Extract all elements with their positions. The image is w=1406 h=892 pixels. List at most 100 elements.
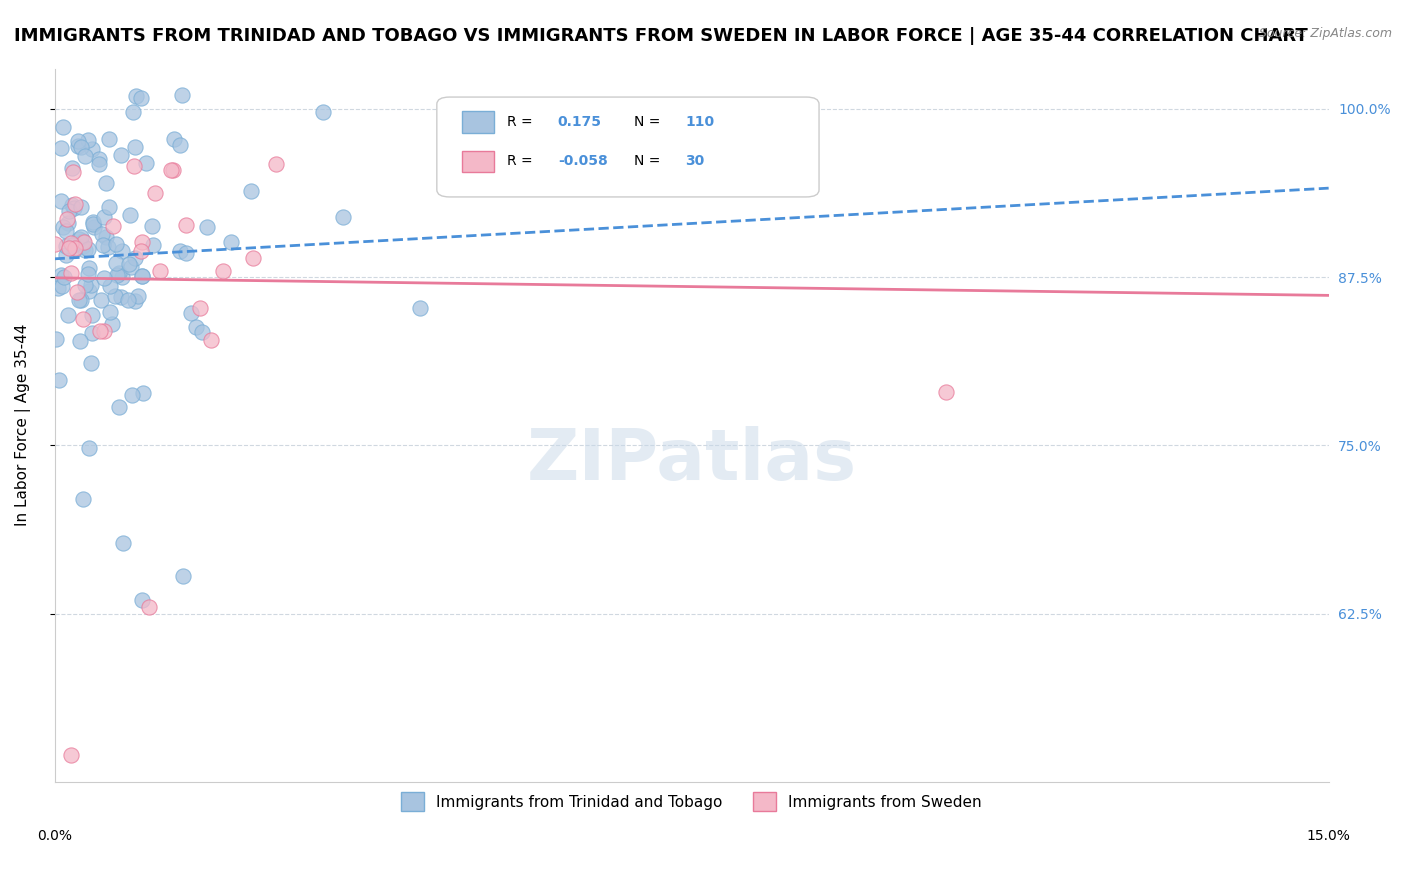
Immigrants from Trinidad and Tobago [77, 242, 100, 256]
Immigrants from Sweden [124, 160, 146, 174]
Immigrants from Trinidad and Tobago [72, 491, 94, 506]
Immigrants from Trinidad and Tobago [60, 197, 83, 211]
Immigrants from Trinidad and Tobago [127, 289, 149, 303]
Immigrants from Trinidad and Tobago [408, 301, 430, 316]
Immigrants from Trinidad and Tobago [105, 268, 128, 282]
Legend: Immigrants from Trinidad and Tobago, Immigrants from Sweden: Immigrants from Trinidad and Tobago, Imm… [395, 786, 988, 817]
Immigrants from Trinidad and Tobago [83, 219, 105, 234]
Immigrants from Trinidad and Tobago [111, 269, 134, 284]
Immigrants from Trinidad and Tobago [80, 356, 103, 370]
Immigrants from Trinidad and Tobago [67, 231, 90, 245]
Immigrants from Trinidad and Tobago [162, 131, 184, 145]
Immigrants from Trinidad and Tobago [124, 251, 146, 265]
Text: R =: R = [508, 115, 537, 129]
Text: -0.058: -0.058 [558, 154, 607, 169]
Immigrants from Trinidad and Tobago [73, 149, 96, 163]
Immigrants from Trinidad and Tobago [104, 255, 127, 269]
Immigrants from Trinidad and Tobago [46, 280, 69, 294]
Immigrants from Trinidad and Tobago [82, 214, 104, 228]
Immigrants from Trinidad and Tobago [170, 88, 193, 103]
Immigrants from Sweden [73, 235, 96, 249]
Immigrants from Trinidad and Tobago [191, 325, 214, 339]
Immigrants from Trinidad and Tobago [77, 441, 100, 455]
Immigrants from Trinidad and Tobago [97, 240, 120, 254]
Immigrants from Sweden [56, 211, 79, 226]
Immigrants from Sweden [212, 264, 235, 278]
Immigrants from Sweden [160, 163, 183, 178]
Immigrants from Sweden [58, 241, 80, 255]
Immigrants from Sweden [188, 301, 211, 315]
Immigrants from Sweden [72, 311, 94, 326]
Immigrants from Sweden [93, 324, 115, 338]
Immigrants from Trinidad and Tobago [93, 210, 115, 224]
Immigrants from Trinidad and Tobago [195, 219, 218, 234]
Immigrants from Trinidad and Tobago [70, 200, 93, 214]
Immigrants from Trinidad and Tobago [58, 308, 80, 322]
Immigrants from Sweden [63, 241, 86, 255]
Immigrants from Sweden [242, 252, 264, 266]
Immigrants from Trinidad and Tobago [66, 139, 89, 153]
Immigrants from Sweden [174, 219, 197, 233]
Immigrants from Trinidad and Tobago [69, 334, 91, 348]
Text: N =: N = [634, 154, 665, 169]
Immigrants from Trinidad and Tobago [89, 157, 111, 171]
Immigrants from Trinidad and Tobago [89, 153, 111, 167]
Immigrants from Trinidad and Tobago [80, 142, 103, 156]
Immigrants from Trinidad and Tobago [55, 238, 77, 252]
Immigrants from Trinidad and Tobago [82, 308, 104, 322]
Text: R =: R = [508, 154, 537, 169]
Immigrants from Sweden [59, 747, 82, 762]
Immigrants from Trinidad and Tobago [73, 278, 96, 293]
Immigrants from Trinidad and Tobago [124, 89, 146, 103]
Immigrants from Trinidad and Tobago [55, 248, 77, 262]
Immigrants from Trinidad and Tobago [169, 244, 191, 258]
Immigrants from Trinidad and Tobago [53, 269, 76, 284]
Immigrants from Trinidad and Tobago [111, 536, 134, 550]
Immigrants from Trinidad and Tobago [62, 201, 84, 215]
Bar [463, 112, 494, 133]
Immigrants from Sweden [60, 236, 83, 251]
Immigrants from Sweden [44, 237, 66, 252]
Immigrants from Trinidad and Tobago [62, 238, 84, 252]
Immigrants from Trinidad and Tobago [107, 400, 129, 414]
Immigrants from Sweden [66, 285, 89, 299]
Immigrants from Trinidad and Tobago [312, 104, 335, 119]
Immigrants from Trinidad and Tobago [124, 139, 146, 153]
FancyBboxPatch shape [437, 97, 820, 197]
Immigrants from Trinidad and Tobago [82, 217, 104, 231]
Immigrants from Trinidad and Tobago [118, 257, 141, 271]
Immigrants from Trinidad and Tobago [101, 317, 124, 331]
Immigrants from Trinidad and Tobago [108, 266, 131, 280]
Immigrants from Sweden [264, 157, 287, 171]
Text: 110: 110 [685, 115, 714, 129]
Immigrants from Trinidad and Tobago [118, 208, 141, 222]
Immigrants from Sweden [129, 244, 152, 259]
Immigrants from Trinidad and Tobago [67, 293, 90, 308]
Bar [463, 151, 494, 172]
Immigrants from Trinidad and Tobago [239, 185, 262, 199]
Text: 0.175: 0.175 [558, 115, 602, 129]
Immigrants from Sweden [138, 599, 160, 614]
Immigrants from Trinidad and Tobago [69, 229, 91, 244]
Immigrants from Sweden [143, 186, 166, 200]
Immigrants from Trinidad and Tobago [93, 270, 115, 285]
Y-axis label: In Labor Force | Age 35-44: In Labor Force | Age 35-44 [15, 324, 31, 526]
Immigrants from Trinidad and Tobago [72, 239, 94, 253]
Text: IMMIGRANTS FROM TRINIDAD AND TOBAGO VS IMMIGRANTS FROM SWEDEN IN LABOR FORCE | A: IMMIGRANTS FROM TRINIDAD AND TOBAGO VS I… [14, 27, 1308, 45]
Immigrants from Trinidad and Tobago [77, 284, 100, 298]
Text: 30: 30 [685, 154, 704, 169]
Immigrants from Sweden [63, 197, 86, 211]
Text: ZIPatlas: ZIPatlas [527, 426, 856, 495]
Immigrants from Trinidad and Tobago [91, 227, 114, 241]
Immigrants from Sweden [131, 235, 153, 250]
Immigrants from Sweden [149, 263, 172, 277]
Immigrants from Trinidad and Tobago [98, 132, 121, 146]
Immigrants from Trinidad and Tobago [75, 244, 97, 258]
Immigrants from Trinidad and Tobago [51, 141, 73, 155]
Immigrants from Trinidad and Tobago [69, 140, 91, 154]
Immigrants from Trinidad and Tobago [110, 290, 132, 304]
Immigrants from Trinidad and Tobago [131, 592, 153, 607]
Immigrants from Trinidad and Tobago [174, 245, 197, 260]
Immigrants from Trinidad and Tobago [91, 238, 114, 252]
Immigrants from Trinidad and Tobago [63, 244, 86, 258]
